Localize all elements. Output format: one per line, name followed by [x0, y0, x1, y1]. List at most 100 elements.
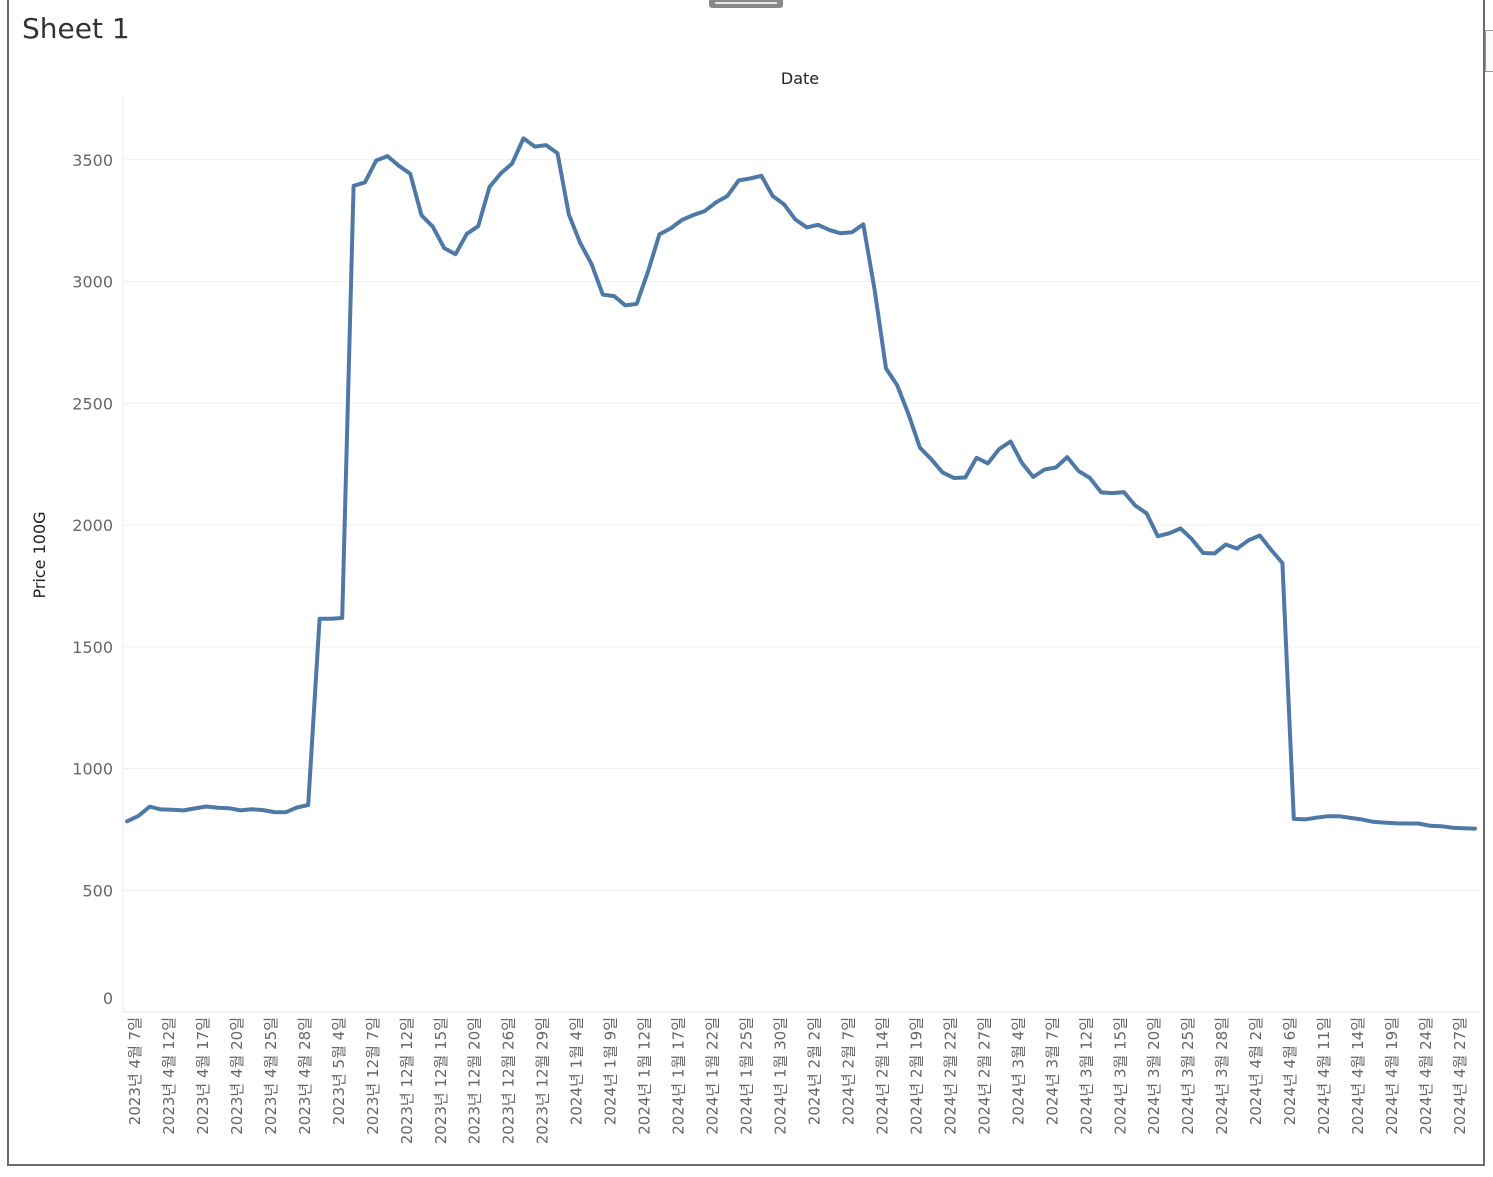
data-point[interactable] — [770, 193, 776, 199]
data-point[interactable] — [758, 173, 764, 179]
data-point[interactable] — [453, 251, 459, 257]
data-point[interactable] — [928, 456, 934, 462]
data-point[interactable] — [713, 199, 719, 205]
data-point[interactable] — [724, 193, 730, 199]
data-point[interactable] — [1042, 467, 1048, 473]
data-point[interactable] — [249, 806, 255, 812]
data-point[interactable] — [838, 230, 844, 236]
data-point[interactable] — [1098, 489, 1104, 495]
data-point[interactable] — [475, 223, 481, 229]
data-point[interactable] — [339, 615, 345, 621]
data-point[interactable] — [577, 240, 583, 246]
data-point[interactable] — [419, 212, 425, 218]
data-point[interactable] — [1144, 510, 1150, 516]
data-point[interactable] — [736, 177, 742, 183]
data-point[interactable] — [1302, 816, 1308, 822]
data-point[interactable] — [906, 412, 912, 418]
data-point[interactable] — [271, 809, 277, 815]
data-point[interactable] — [1279, 560, 1285, 566]
data-point[interactable] — [407, 171, 413, 177]
data-point[interactable] — [1461, 825, 1467, 831]
data-point[interactable] — [226, 805, 232, 811]
data-point[interactable] — [588, 261, 594, 267]
data-point[interactable] — [1223, 542, 1229, 548]
data-point[interactable] — [396, 163, 402, 169]
data-point[interactable] — [1166, 530, 1172, 536]
data-point[interactable] — [1472, 826, 1478, 832]
data-point[interactable] — [487, 184, 493, 190]
data-point[interactable] — [1076, 468, 1082, 474]
data-point[interactable] — [237, 807, 243, 813]
data-point[interactable] — [974, 455, 980, 461]
data-point[interactable] — [555, 150, 561, 156]
data-point[interactable] — [509, 161, 515, 167]
data-point[interactable] — [543, 142, 549, 148]
data-point[interactable] — [124, 818, 130, 824]
data-point[interactable] — [1008, 439, 1014, 445]
data-point[interactable] — [996, 446, 1002, 452]
data-point[interactable] — [747, 176, 753, 182]
data-point[interactable] — [1189, 536, 1195, 542]
data-point[interactable] — [1030, 474, 1036, 480]
resize-handle[interactable] — [709, 0, 783, 8]
data-point[interactable] — [622, 302, 628, 308]
data-point[interactable] — [815, 222, 821, 228]
data-point[interactable] — [962, 475, 968, 481]
data-point[interactable] — [351, 183, 357, 189]
side-panel-tab[interactable] — [1485, 30, 1493, 72]
data-point[interactable] — [203, 804, 209, 810]
data-point[interactable] — [1438, 823, 1444, 829]
data-point[interactable] — [1212, 551, 1218, 557]
data-point[interactable] — [917, 445, 923, 451]
data-point[interactable] — [1415, 821, 1421, 827]
data-point[interactable] — [1257, 533, 1263, 539]
data-point[interactable] — [1347, 815, 1353, 821]
data-point[interactable] — [804, 224, 810, 230]
data-point[interactable] — [498, 170, 504, 176]
data-point[interactable] — [645, 268, 651, 274]
data-point[interactable] — [951, 475, 957, 481]
data-point[interactable] — [1155, 533, 1161, 539]
data-point[interactable] — [1234, 546, 1240, 552]
data-point[interactable] — [668, 225, 674, 231]
data-point[interactable] — [781, 201, 787, 207]
data-point[interactable] — [849, 229, 855, 235]
data-point[interactable] — [611, 293, 617, 299]
data-point[interactable] — [1381, 820, 1387, 826]
data-point[interactable] — [872, 287, 878, 293]
data-point[interactable] — [169, 807, 175, 813]
data-point[interactable] — [1313, 815, 1319, 821]
data-point[interactable] — [1178, 525, 1184, 531]
data-point[interactable] — [679, 217, 685, 223]
data-point[interactable] — [147, 804, 153, 810]
data-point[interactable] — [883, 365, 889, 371]
data-point[interactable] — [1291, 816, 1297, 822]
data-point[interactable] — [192, 805, 198, 811]
data-point[interactable] — [1245, 537, 1251, 543]
data-point[interactable] — [385, 153, 391, 159]
data-point[interactable] — [373, 158, 379, 164]
data-point[interactable] — [464, 231, 470, 237]
data-point[interactable] — [1393, 820, 1399, 826]
data-point[interactable] — [283, 809, 289, 815]
data-point[interactable] — [1268, 547, 1274, 553]
data-point[interactable] — [305, 802, 311, 808]
data-point[interactable] — [600, 292, 606, 298]
data-point[interactable] — [985, 460, 991, 466]
data-point[interactable] — [215, 805, 221, 811]
data-point[interactable] — [792, 216, 798, 222]
data-point[interactable] — [894, 383, 900, 389]
data-point[interactable] — [860, 221, 866, 227]
data-point[interactable] — [1019, 460, 1025, 466]
data-point[interactable] — [1200, 550, 1206, 556]
data-point[interactable] — [1404, 821, 1410, 827]
data-point[interactable] — [181, 807, 187, 813]
data-point[interactable] — [430, 224, 436, 230]
data-point[interactable] — [1064, 454, 1070, 460]
data-point[interactable] — [1121, 489, 1127, 495]
data-point[interactable] — [135, 813, 141, 819]
data-point[interactable] — [1359, 816, 1365, 822]
data-point[interactable] — [441, 245, 447, 251]
data-point[interactable] — [1132, 503, 1138, 509]
data-point[interactable] — [532, 144, 538, 150]
